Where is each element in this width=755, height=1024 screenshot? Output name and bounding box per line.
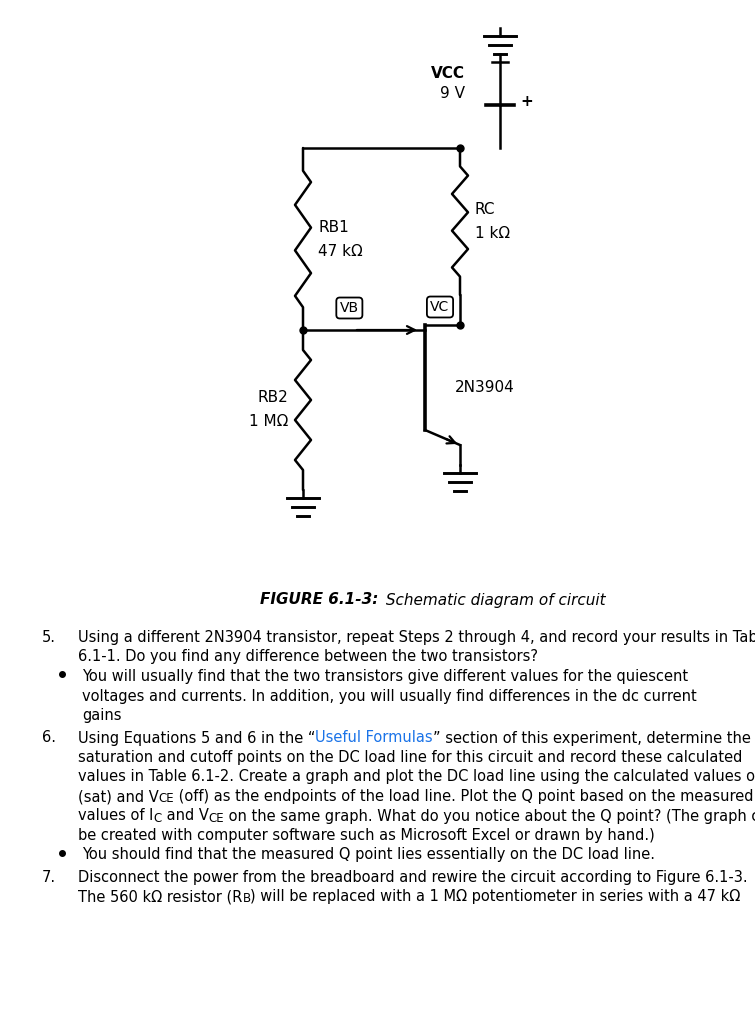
Text: 2N3904: 2N3904 (455, 380, 515, 395)
Text: CE: CE (208, 811, 224, 824)
Text: and V: and V (162, 809, 208, 823)
Text: values of I: values of I (78, 809, 153, 823)
Text: Schematic diagram of circuit: Schematic diagram of circuit (381, 593, 606, 607)
Text: voltages and currents. In addition, you will usually find differences in the dc : voltages and currents. In addition, you … (82, 688, 697, 703)
Text: ) will be replaced with a 1 MΩ potentiometer in series with a 47 kΩ: ) will be replaced with a 1 MΩ potentiom… (251, 890, 741, 904)
Text: The 560 kΩ resistor (R: The 560 kΩ resistor (R (78, 890, 242, 904)
Text: 1 kΩ: 1 kΩ (475, 226, 510, 241)
Text: (off) as the endpoints of the load line. Plot the Q point based on the measured: (off) as the endpoints of the load line.… (174, 790, 754, 804)
Text: VC: VC (430, 300, 450, 314)
Text: C: C (153, 811, 162, 824)
Text: RB2: RB2 (257, 390, 288, 406)
Text: 5.: 5. (42, 630, 56, 645)
Text: VCC: VCC (431, 66, 465, 81)
Text: saturation and cutoff points on the DC load line for this circuit and record the: saturation and cutoff points on the DC l… (78, 750, 742, 765)
Text: VB: VB (340, 301, 359, 315)
Text: Disconnect the power from the breadboard and rewire the circuit according to Fig: Disconnect the power from the breadboard… (78, 870, 747, 885)
Text: 7.: 7. (42, 870, 56, 885)
Text: values in Table 6.1-2. Create a graph and plot the DC load line using the calcul: values in Table 6.1-2. Create a graph an… (78, 769, 755, 784)
Text: B: B (242, 893, 251, 905)
Text: You should find that the measured Q point lies essentially on the DC load line.: You should find that the measured Q poin… (82, 848, 655, 862)
Text: be created with computer software such as Microsoft Excel or drawn by hand.): be created with computer software such a… (78, 828, 655, 843)
Text: 47 kΩ: 47 kΩ (318, 244, 362, 258)
Text: RC: RC (475, 202, 495, 217)
Text: FIGURE 6.1-3:: FIGURE 6.1-3: (260, 593, 378, 607)
Text: RB1: RB1 (318, 219, 349, 234)
Text: ” section of this experiment, determine the: ” section of this experiment, determine … (433, 730, 751, 745)
Text: +: + (520, 93, 533, 109)
Text: (sat) and V: (sat) and V (78, 790, 159, 804)
Text: You will usually find that the two transistors give different values for the qui: You will usually find that the two trans… (82, 669, 688, 684)
Text: 1 MΩ: 1 MΩ (248, 415, 288, 429)
Text: CE: CE (159, 792, 174, 805)
Text: 6.1-1. Do you find any difference between the two transistors?: 6.1-1. Do you find any difference betwee… (78, 649, 538, 665)
Text: 6.: 6. (42, 730, 56, 745)
Text: Useful Formulas: Useful Formulas (316, 730, 433, 745)
Text: on the same graph. What do you notice about the Q point? (The graph can: on the same graph. What do you notice ab… (224, 809, 755, 823)
Text: Using Equations 5 and 6 in the “: Using Equations 5 and 6 in the “ (78, 730, 316, 745)
Text: Using a different 2N3904 transistor, repeat Steps 2 through 4, and record your r: Using a different 2N3904 transistor, rep… (78, 630, 755, 645)
Text: gains: gains (82, 708, 122, 723)
Text: 9 V: 9 V (440, 86, 465, 101)
